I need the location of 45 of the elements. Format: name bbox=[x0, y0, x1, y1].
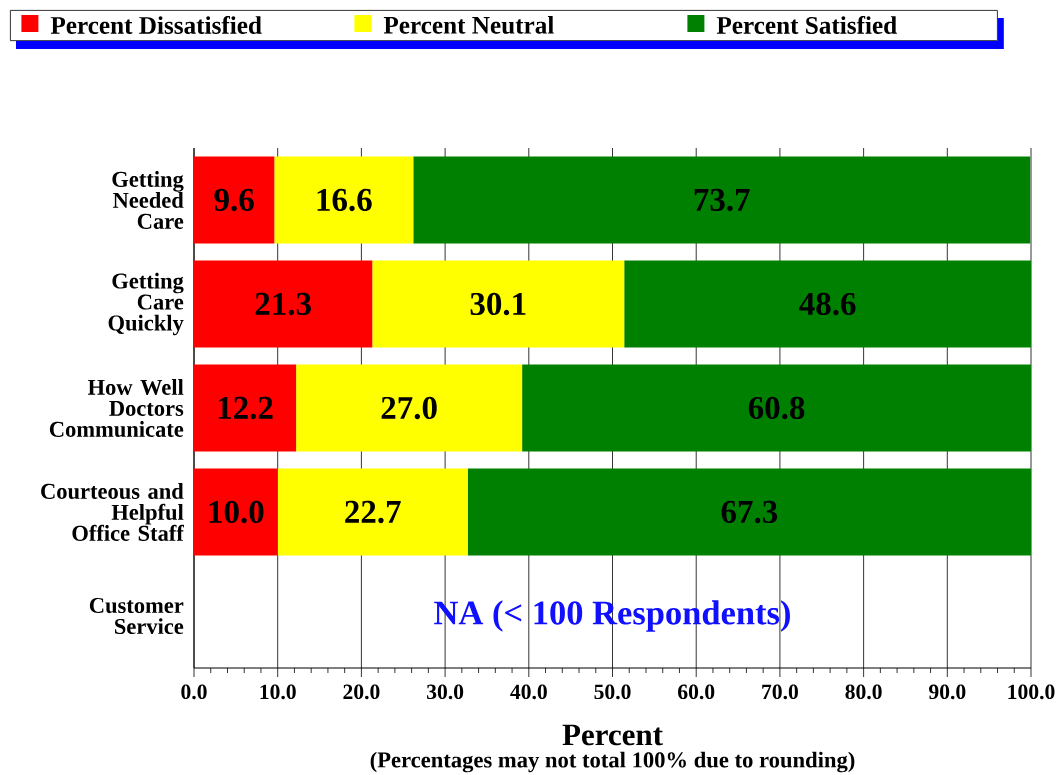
data-label: 27.0 bbox=[381, 396, 437, 420]
data-label: 12.2 bbox=[218, 396, 273, 420]
data-label: 30.1 bbox=[470, 292, 526, 316]
y-tick-label: Customer Service bbox=[89, 597, 184, 635]
data-label: 21.3 bbox=[255, 292, 311, 316]
y-tick-label: Getting Care Quickly bbox=[108, 272, 184, 336]
x-tick-label: 60.0 bbox=[678, 684, 715, 700]
bar bbox=[194, 364, 297, 452]
data-label: 73.7 bbox=[694, 188, 750, 212]
data-label: 22.7 bbox=[345, 500, 401, 524]
text: (Percentages may not total 100% due to rounding) bbox=[370, 751, 855, 773]
data-label: 9.6 bbox=[214, 188, 254, 212]
x-tick-label: 90.0 bbox=[929, 684, 966, 700]
x-axis-title: Percent bbox=[562, 724, 663, 746]
x-tick-label: 30.0 bbox=[427, 684, 464, 700]
bar bbox=[467, 468, 1032, 556]
data-label: 10.0 bbox=[209, 500, 264, 524]
x-tick-label: 20.0 bbox=[343, 684, 380, 700]
y-tick-label: How Well Doctors Communicate bbox=[49, 379, 184, 437]
bar bbox=[624, 260, 1032, 348]
bar bbox=[274, 156, 414, 244]
data-label: 48.6 bbox=[799, 292, 856, 316]
bar bbox=[194, 468, 278, 556]
data-label: 67.3 bbox=[721, 500, 778, 524]
x-tick-label: 100.0 bbox=[1008, 684, 1055, 700]
x-tick-label: 70.0 bbox=[762, 684, 798, 700]
bar bbox=[413, 156, 1031, 244]
x-tick-label: 10.0 bbox=[260, 684, 296, 700]
data-label: 16.6 bbox=[317, 188, 372, 212]
bar bbox=[277, 468, 468, 556]
bar bbox=[296, 364, 523, 452]
legend-label: Percent Dissatisfied bbox=[50, 15, 262, 34]
legend-label: Percent Satisfied bbox=[716, 15, 897, 34]
bar bbox=[194, 156, 275, 244]
legend-label: Percent Neutral bbox=[383, 16, 554, 34]
x-tick-label: 0.0 bbox=[181, 684, 207, 700]
data-label: 60.8 bbox=[748, 396, 805, 420]
x-tick-label: 80.0 bbox=[845, 684, 882, 700]
bar bbox=[372, 260, 625, 348]
x-tick-label: 50.0 bbox=[594, 684, 631, 700]
bar bbox=[522, 364, 1032, 452]
y-tick-label: Getting Needed Care bbox=[112, 171, 184, 229]
bar bbox=[194, 260, 373, 348]
x-tick-label: 40.0 bbox=[510, 684, 547, 700]
y-tick-label: Courteous and Helpful Office Staff bbox=[41, 483, 185, 541]
